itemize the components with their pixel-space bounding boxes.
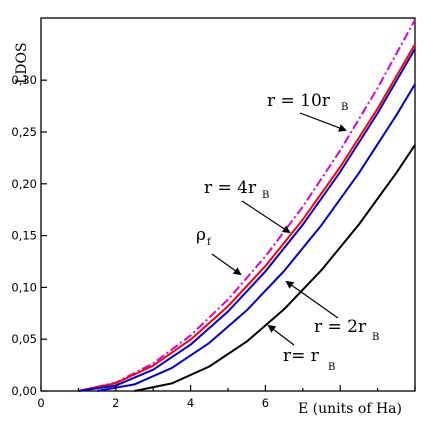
y-tick-label: 0,00 <box>11 384 37 398</box>
svg-text:B: B <box>328 362 335 373</box>
y-tick-label: 0,25 <box>11 125 37 139</box>
y-tick-label: 0,15 <box>11 229 37 243</box>
svg-text:r = 4r: r = 4r <box>204 178 257 198</box>
annotation-arrow <box>285 280 339 319</box>
y-axis-ticks: 0,00 0,05 0,10 0,15 0,20 0,25 0,30 <box>11 73 47 398</box>
y-tick-label: 0,30 <box>11 73 37 87</box>
svg-text:B: B <box>372 332 379 343</box>
y-tick-label: 0,05 <box>11 332 37 346</box>
x-tick-label: 2 <box>112 396 119 410</box>
y-axis-title: LDOS <box>14 42 30 84</box>
x-axis-title: E (units of Ha) <box>298 401 402 417</box>
x-axis-ticks: 0 2 4 6 <box>37 385 416 410</box>
annotation-arrow <box>241 200 291 234</box>
x-tick-label: 6 <box>262 396 269 410</box>
series-line-2 <box>78 48 416 392</box>
y-tick-label: 0,10 <box>11 280 37 294</box>
series-line-0 <box>78 19 416 392</box>
svg-text:ρ: ρ <box>196 225 206 245</box>
svg-text:B: B <box>341 102 348 113</box>
annotation-arrow <box>211 253 242 276</box>
annotation-r2: r = 2r B <box>285 280 379 343</box>
svg-text:r = 2r: r = 2r <box>314 317 367 337</box>
series-line-4 <box>134 144 416 392</box>
annotation-r4: r = 4r B <box>204 178 291 234</box>
series-line-3 <box>96 83 416 392</box>
annotation-rho-f: ρ f <box>196 225 242 276</box>
annotation-r10: r = 10r B <box>267 91 348 132</box>
series-line-1 <box>78 43 416 392</box>
annotation-arrow <box>299 112 347 132</box>
svg-text:r = 10r: r = 10r <box>267 91 331 111</box>
x-tick-label: 0 <box>37 396 44 410</box>
y-tick-label: 0,20 <box>11 177 37 191</box>
annotation-r1: r= r B <box>267 324 335 373</box>
svg-text:f: f <box>207 237 212 248</box>
x-tick-label: 4 <box>187 396 194 410</box>
series-group <box>78 19 416 392</box>
svg-text:B: B <box>262 190 269 201</box>
annotation-arrow <box>267 324 295 346</box>
svg-text:r= r: r= r <box>283 346 320 366</box>
